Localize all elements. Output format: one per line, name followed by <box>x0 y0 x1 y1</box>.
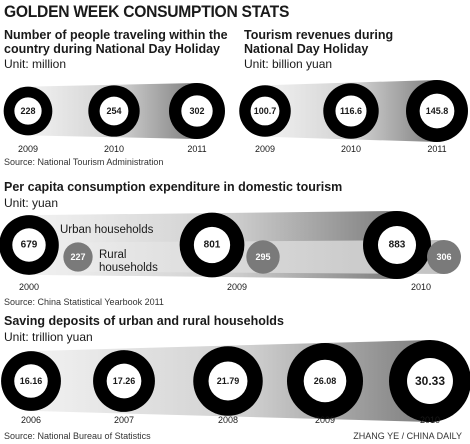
credit: ZHANG YE / CHINA DAILY <box>353 431 462 441</box>
panel1-title-line1: Number of people traveling within the <box>4 28 228 42</box>
panel3-unit: Unit: yuan <box>4 196 59 210</box>
panel2-title: Tourism revenues during National Day Hol… <box>244 28 393 56</box>
panel2-bubble-2011-inner <box>419 93 455 129</box>
panel4-bubble-2006-label: 16.16 <box>20 376 43 386</box>
panel1-bubble-2010-label: 254 <box>106 106 121 116</box>
panel2-bubble-2010-inner <box>335 95 367 127</box>
panel1-title: Number of people traveling within the co… <box>4 28 228 56</box>
panel3-urban-bubble-2010-inner <box>377 225 417 265</box>
panel2-year-2009: 2009 <box>255 144 275 154</box>
panel4-year-2006: 2006 <box>21 415 41 425</box>
panel1-year-2010: 2010 <box>104 144 124 154</box>
panel4-bubble-2007-inner <box>106 363 142 399</box>
panel3-urban-bubble-2000-label: 679 <box>21 240 38 251</box>
panel1-year-2009: 2009 <box>18 144 38 154</box>
panel4-year-2007: 2007 <box>114 415 134 425</box>
panel2-bubble-2010-label: 116.6 <box>340 106 362 116</box>
panel1-unit: Unit: million <box>4 57 67 71</box>
panel3-source: Source: China Statistical Yearbook 2011 <box>4 297 164 307</box>
panel4-title: Saving deposits of urban and rural house… <box>4 314 284 328</box>
panel2-bubble-2011-label: 145.8 <box>426 106 449 116</box>
panel2-title-line2: National Day Holiday <box>244 42 369 56</box>
panel1-source: Source: National Tourism Administration <box>4 157 164 167</box>
panel3-rural-bubble-2010 <box>427 240 461 274</box>
panel4-year-2009: 2009 <box>315 415 335 425</box>
panel4-bubble-2008-inner <box>208 361 248 401</box>
panel1-bubble-2009-inner <box>14 97 42 125</box>
panel1-year-2011: 2011 <box>187 144 206 154</box>
panel3-legend-urban: Urban households <box>60 224 154 236</box>
panel1-bubble-2009-label: 228 <box>20 106 35 116</box>
panel4-bubble-2010-label: 30.33 <box>415 374 445 388</box>
panel2-title-line1: Tourism revenues during <box>244 28 394 42</box>
panel4-year-2010: 2010 <box>420 415 440 425</box>
panel2-year-2011: 2011 <box>427 144 446 154</box>
panel2-bubble-2009-inner <box>250 96 280 126</box>
panel3-rural-bubble-2009 <box>246 240 280 274</box>
panel1-title-line2: country during National Day Holiday <box>4 42 220 56</box>
panel4-bubble-2009-inner <box>303 359 347 403</box>
panel3-title: Per capita consumption expenditure in do… <box>4 180 343 194</box>
panel3-urban-bubble-2009-inner <box>193 226 231 264</box>
main-title: GOLDEN WEEK CONSUMPTION STATS <box>4 2 290 21</box>
panel3-legend-rural-line1: Rural <box>99 249 126 261</box>
panel3-legend-rural-line2: households <box>99 262 158 274</box>
panel3-urban-bubble-2009-label: 801 <box>204 240 221 251</box>
panel4-bubble-2009-label: 26.08 <box>314 376 337 386</box>
panel4-unit: Unit: trillion yuan <box>4 330 93 344</box>
panel2-bubble-2009-label: 100.7 <box>254 106 277 116</box>
panel4-bubble-2010-inner <box>407 358 453 404</box>
panel3-rural-label-2009: 295 <box>255 252 270 262</box>
panel1-bubble-2011-inner <box>181 95 213 127</box>
panel3-year-2010: 2010 <box>411 282 431 292</box>
panel3-urban-bubble-2000-inner <box>12 228 46 262</box>
panel3-rural-label-2010: 306 <box>436 252 451 262</box>
panel3-year-2000: 2000 <box>19 282 39 292</box>
panel4-year-2008: 2008 <box>218 415 238 425</box>
panel3-urban-bubble-2010-label: 883 <box>389 240 406 251</box>
panel1-bubble-2011-label: 302 <box>189 106 204 116</box>
panel2-year-2010: 2010 <box>341 144 361 154</box>
panel2-unit: Unit: billion yuan <box>244 57 333 71</box>
panel4-source: Source: National Bureau of Statistics <box>4 431 151 441</box>
panel3-rural-label-2000: 227 <box>70 252 85 262</box>
panel3-year-2009: 2009 <box>227 282 247 292</box>
panel1-bubble-2010-inner <box>99 96 129 126</box>
panel4-bubble-2006-inner <box>14 364 48 398</box>
panel4-bubble-2007-label: 17.26 <box>113 376 136 386</box>
panel4-bubble-2008-label: 21.79 <box>217 376 240 386</box>
panel3-rural-bubble-2000 <box>63 242 93 272</box>
